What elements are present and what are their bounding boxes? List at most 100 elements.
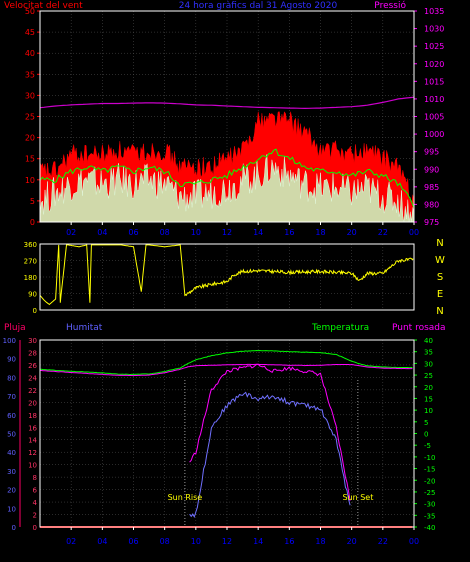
y-tick-label-pressure: 1025: [424, 42, 444, 51]
x-tick-label: 02: [66, 228, 76, 237]
x-tick-label: 22: [378, 228, 388, 237]
x-tick-label: 16: [284, 537, 294, 546]
y-tick-label-pressure: 985: [424, 183, 439, 192]
humidity-tick-label: 16: [28, 424, 37, 432]
y-tick-label-wind: 30: [25, 91, 35, 100]
humidity-tick-label: 4: [33, 499, 38, 507]
pressure-line: [39, 96, 415, 110]
temperature-tick-label: 0: [424, 431, 428, 439]
direction-tick-label: 180: [24, 274, 37, 282]
rain-tick-label: 0: [12, 524, 16, 532]
humidity-tick-label: 6: [33, 487, 38, 495]
x-tick-label: 10: [191, 228, 201, 237]
wind-series-3: [39, 154, 415, 223]
x-tick-label: 12: [222, 228, 232, 237]
x-tick-label: 14: [253, 228, 263, 237]
rain-tick-label: 40: [7, 449, 16, 457]
rain-axis-title: Pluja: [4, 323, 26, 333]
y-tick-label-wind: 25: [25, 113, 35, 122]
x-tick-label: 20: [347, 537, 357, 546]
y-tick-label-pressure: 995: [424, 148, 439, 157]
humidity-tick-label: 22: [28, 387, 37, 395]
temperature-tick-label: 30: [424, 360, 433, 368]
temperature-tick-label: -40: [424, 524, 435, 532]
compass-label: N: [436, 306, 443, 317]
humidity-tick-label: 2: [33, 512, 37, 520]
compass-label: S: [437, 272, 443, 283]
x-tick-label: 10: [191, 537, 201, 546]
series-line-0: [39, 349, 413, 376]
direction-tick-label: 270: [24, 258, 37, 266]
humidity-tick-label: 10: [28, 462, 37, 470]
rain-tick-label: 10: [7, 505, 16, 513]
dewpoint-axis-title: Punt rosada: [392, 323, 446, 333]
direction-tick-label: 360: [24, 241, 37, 249]
x-tick-label: 06: [128, 228, 138, 237]
y-tick-label-wind: 5: [30, 197, 35, 206]
humidity-tick-label: 28: [28, 349, 37, 357]
y-tick-label-pressure: 1015: [424, 77, 444, 86]
rain-tick-label: 20: [7, 487, 16, 495]
temperature-tick-label: -10: [424, 454, 435, 462]
temperature-tick-label: -20: [424, 477, 435, 485]
x-tick-label: 04: [97, 537, 107, 546]
rain-tick-label: 30: [7, 468, 16, 476]
x-tick-label: 18: [315, 228, 325, 237]
humidity-tick-label: 14: [28, 437, 37, 445]
temperature-tick-label: -15: [424, 466, 435, 474]
humidity-tick-label: 8: [33, 474, 37, 482]
y-tick-label-wind: 10: [25, 176, 35, 185]
x-tick-label: 20: [347, 228, 357, 237]
sun-marker-label: Sun Set: [342, 493, 373, 502]
y-tick-label-wind: 35: [25, 70, 35, 79]
sun-marker-label: Sun Rise: [168, 493, 203, 502]
compass-label: E: [437, 289, 443, 300]
temperature-tick-label: 35: [424, 349, 433, 357]
y-tick-label-wind: 50: [25, 7, 35, 16]
y-tick-label-pressure: 1035: [424, 7, 444, 16]
temperature-tick-label: 10: [424, 407, 433, 415]
wind-direction-line: [39, 244, 414, 306]
y-tick-label-wind: 0: [30, 218, 35, 227]
wind-axis-title: Velocitat del vent: [4, 1, 83, 11]
series-line-3: [189, 391, 351, 519]
humidity-axis-title: Humitat: [66, 323, 103, 333]
y-tick-label-pressure: 1005: [424, 113, 444, 122]
rain-tick-label: 100: [3, 337, 16, 345]
pressure-axis-title: Pressió: [374, 0, 406, 11]
humidity-tick-label: 24: [28, 374, 37, 382]
y-tick-label-pressure: 980: [424, 200, 439, 209]
humidity-tick-label: 30: [28, 337, 37, 345]
temperature-tick-label: -5: [424, 442, 431, 450]
x-tick-label: 00: [409, 537, 419, 546]
x-tick-label: 18: [315, 537, 325, 546]
temperature-tick-label: 40: [424, 337, 433, 345]
y-tick-label-wind: 15: [25, 155, 35, 164]
panel-frame-direction: [39, 243, 415, 311]
x-tick-label: 08: [160, 537, 170, 546]
rain-tick-label: 60: [7, 412, 16, 420]
x-tick-label: 06: [128, 537, 138, 546]
y-tick-label-pressure: 1020: [424, 60, 444, 69]
humidity-tick-label: 12: [28, 449, 37, 457]
compass-label: N: [436, 238, 443, 249]
rain-tick-label: 70: [7, 393, 16, 401]
chart-title: 24 hora gràfics dal 31 Agosto 2020: [179, 1, 338, 11]
x-tick-label: 04: [97, 228, 107, 237]
x-tick-label: 02: [66, 537, 76, 546]
avg-wind-line: [39, 148, 415, 209]
series-line-2: [189, 363, 351, 501]
humidity-tick-label: 26: [28, 362, 37, 370]
x-tick-label: 16: [284, 228, 294, 237]
y-tick-label-pressure: 1030: [424, 25, 444, 34]
temperature-tick-label: -30: [424, 501, 435, 509]
rain-tick-label: 80: [7, 374, 16, 382]
y-tick-label-wind: 45: [25, 28, 35, 37]
humidity-tick-label: 18: [28, 412, 37, 420]
y-tick-label-pressure: 990: [424, 165, 439, 174]
rain-tick-label: 50: [7, 431, 16, 439]
x-tick-label: 14: [253, 537, 263, 546]
series-line-1: [39, 363, 413, 377]
humidity-tick-label: 0: [33, 524, 37, 532]
y-tick-label-pressure: 1010: [424, 95, 444, 104]
